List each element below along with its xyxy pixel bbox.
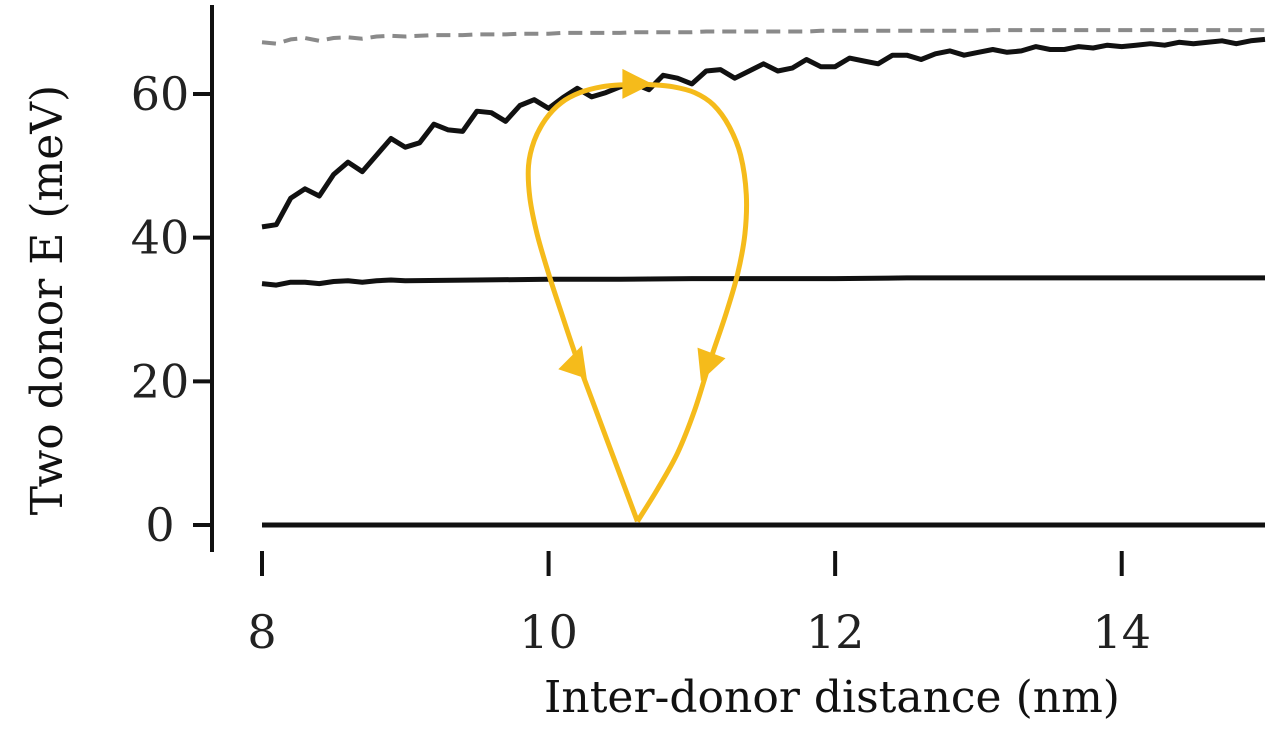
- y-tick-label-20: 20: [131, 354, 190, 408]
- series-line-1: [261, 36, 1266, 230]
- x-tick-label-12: 12: [806, 605, 865, 659]
- annotation-loop-layer: [525, 68, 750, 523]
- annotation-arrow-1-icon: [558, 345, 587, 379]
- y-tick-label-0: 0: [145, 498, 174, 552]
- x-tick-label-8: 8: [247, 605, 276, 659]
- x-tick-label-14: 14: [1092, 605, 1151, 659]
- y-axis-label: Two donor E (meV): [22, 85, 73, 515]
- x-axis-label: Inter-donor distance (nm): [544, 672, 1120, 723]
- y-tick-label-40: 40: [131, 211, 190, 265]
- y-tick-label-60: 60: [131, 67, 190, 121]
- series-line-3: [261, 275, 1265, 288]
- x-tick-label-10: 10: [519, 605, 578, 659]
- y-ticks: 0 20 40 60: [131, 67, 212, 552]
- annotation-arrow-2-icon: [622, 68, 653, 99]
- series-layer: [261, 28, 1266, 528]
- x-ticks: 8 10 12 14: [247, 551, 1151, 659]
- annotation-arrow-3-icon: [697, 347, 726, 381]
- series-line-2: [261, 28, 1265, 46]
